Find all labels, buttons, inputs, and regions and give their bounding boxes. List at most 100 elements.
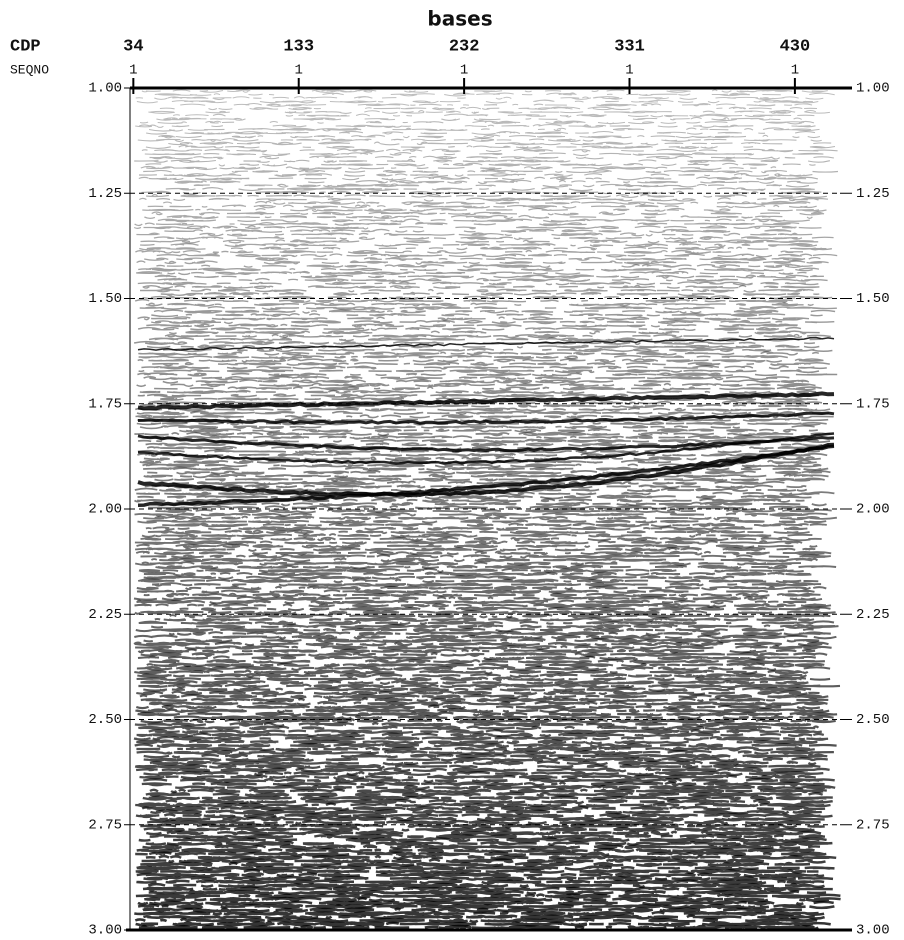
texture-row <box>151 312 823 318</box>
texture-row <box>136 589 815 595</box>
y-tick-label: 1.50 <box>88 291 122 307</box>
texture-row <box>134 634 837 640</box>
texture-row <box>143 515 838 521</box>
texture-row <box>136 732 825 738</box>
texture-row <box>150 319 835 325</box>
texture-row <box>140 697 829 703</box>
texture-row <box>142 207 827 212</box>
texture-row <box>135 550 832 556</box>
texture-row <box>136 585 827 591</box>
texture-row <box>149 155 835 160</box>
texture-row <box>133 735 829 741</box>
texture-row <box>164 228 792 234</box>
texture-row <box>155 564 837 570</box>
texture-row <box>136 879 825 885</box>
texture-row <box>138 351 820 356</box>
texture-row <box>138 683 841 689</box>
texture-row <box>148 728 823 735</box>
y-tick-label: 3.00 <box>88 923 122 939</box>
texture-row <box>141 781 825 787</box>
texture-row <box>141 858 826 864</box>
texture-row <box>137 326 802 332</box>
texture-row <box>143 169 839 174</box>
texture-row <box>143 753 828 759</box>
texture-row <box>135 270 807 276</box>
texture-row <box>148 889 827 896</box>
texture-row <box>150 809 822 815</box>
texture-row <box>135 249 804 255</box>
texture-row <box>141 533 813 538</box>
texture-row <box>153 235 834 241</box>
x-tick-label: 133 <box>283 37 314 56</box>
texture-row <box>157 218 810 223</box>
texture-row <box>143 375 790 381</box>
texture-row <box>154 92 835 97</box>
texture-row <box>147 204 817 209</box>
reflector <box>137 444 835 507</box>
texture-row <box>149 788 827 794</box>
texture-row <box>137 494 812 500</box>
texture-row <box>136 382 816 388</box>
texture-row <box>140 718 836 724</box>
texture-row <box>159 106 818 111</box>
x2-tick-label: 1 <box>460 63 468 79</box>
x-tick-label: 430 <box>780 37 811 56</box>
texture-row <box>153 309 836 314</box>
texture-row <box>142 886 833 892</box>
texture-row <box>179 606 831 612</box>
texture-row <box>136 749 834 756</box>
texture-row <box>135 812 833 819</box>
texture-row <box>134 910 825 917</box>
texture-row <box>135 802 831 808</box>
texture-row <box>142 907 802 913</box>
texture-row <box>146 662 825 668</box>
texture-row <box>134 721 812 728</box>
texture-row <box>137 449 820 454</box>
texture-row <box>165 187 815 192</box>
texture-row <box>136 847 815 854</box>
texture-row <box>149 658 825 665</box>
texture-row <box>140 554 831 559</box>
reflector <box>137 442 835 498</box>
texture-row <box>143 687 812 692</box>
texture-row <box>136 543 818 549</box>
y-tick-label: 2.25 <box>88 607 122 623</box>
texture-row <box>136 232 813 237</box>
texture-row <box>136 865 835 871</box>
x2-axis-label: SEQNO <box>10 62 49 77</box>
reflector <box>137 411 835 425</box>
texture-row <box>135 868 819 875</box>
texture-row <box>168 330 820 335</box>
texture-row <box>143 637 820 644</box>
texture-row <box>155 508 832 514</box>
texture-row <box>141 148 838 153</box>
texture-row <box>134 610 836 616</box>
texture-row <box>136 99 819 104</box>
texture-row <box>137 372 838 377</box>
texture-row <box>148 505 809 510</box>
x-axis-label: CDP <box>10 37 41 56</box>
texture-row <box>154 386 822 391</box>
x2-tick-label: 1 <box>625 63 633 79</box>
texture-row <box>134 742 837 749</box>
texture-row <box>137 438 831 444</box>
texture-row <box>143 756 828 763</box>
y-tick-label: 1.75 <box>88 396 122 412</box>
x2-tick-label: 1 <box>791 63 799 79</box>
texture-row <box>135 767 830 773</box>
texture-row <box>139 120 815 125</box>
texture-row <box>136 260 829 265</box>
texture-row <box>142 914 826 920</box>
texture-row <box>169 613 831 619</box>
reflector <box>137 391 835 411</box>
x-tick-label: 331 <box>614 37 645 56</box>
y2-tick-label: 1.00 <box>856 81 890 97</box>
texture-row <box>136 599 807 605</box>
texture-row <box>179 428 818 433</box>
texture-row <box>173 113 815 118</box>
texture-row <box>143 770 824 777</box>
texture-row <box>137 578 819 584</box>
texture-row <box>137 672 808 679</box>
texture-row <box>142 463 822 468</box>
texture-row <box>138 567 804 573</box>
